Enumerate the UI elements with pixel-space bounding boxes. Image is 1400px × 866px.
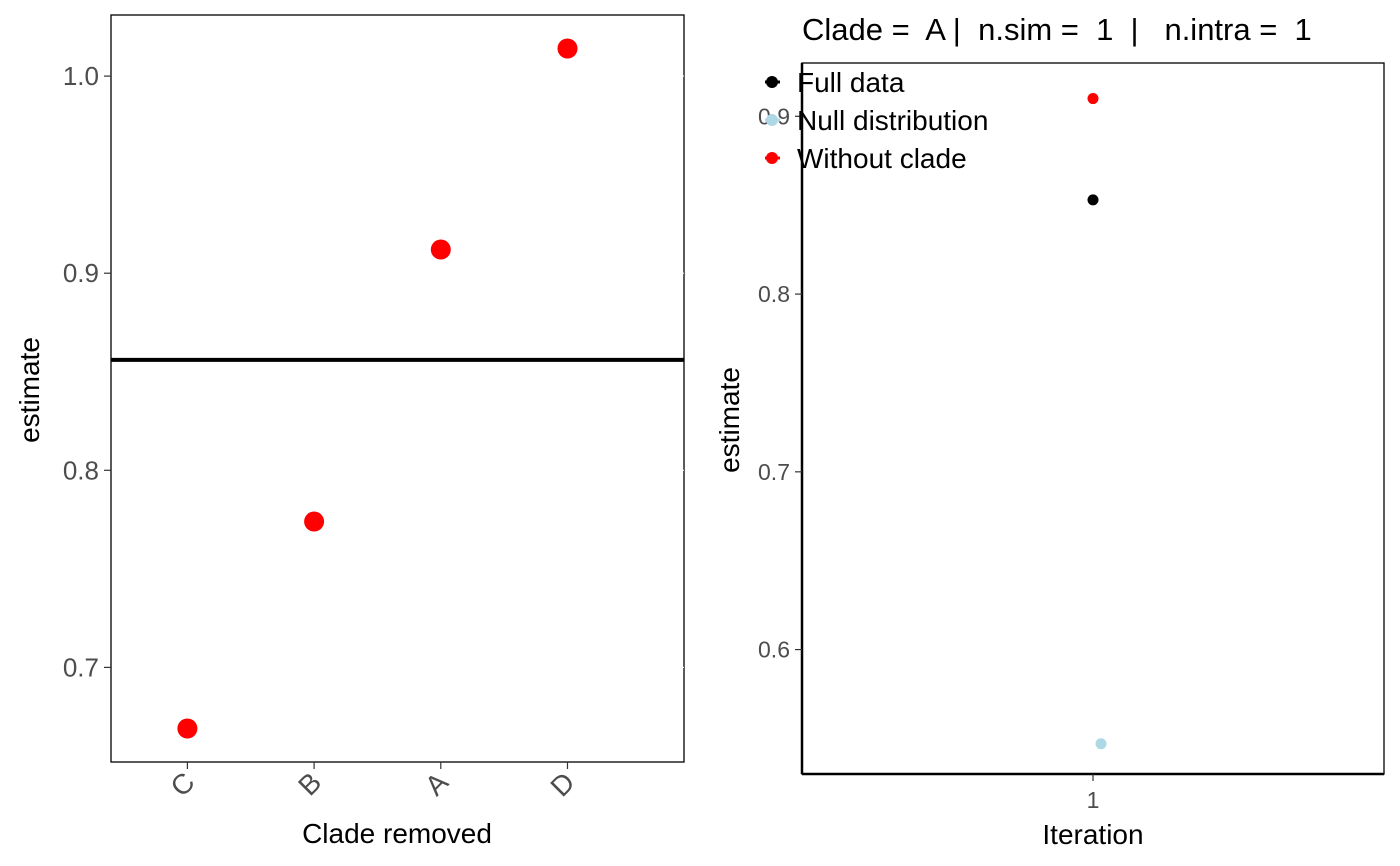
left-y-tick-label: 0.7 xyxy=(63,652,99,682)
left-point xyxy=(557,38,578,59)
right-chart-title: Clade = A | n.sim = 1 | n.intra = 1 xyxy=(802,12,1312,47)
left-x-tick-label: A xyxy=(419,766,454,801)
left-y-tick-label: 0.8 xyxy=(63,455,99,485)
right-y-tick-label: 0.8 xyxy=(758,281,790,307)
left-point xyxy=(304,511,325,532)
left-point xyxy=(430,239,451,260)
left-y-axis: 0.7 0.8 0.9 1.0 xyxy=(63,61,684,682)
right-y-axis-label: estimate xyxy=(714,367,745,473)
left-y-tick-label: 0.9 xyxy=(63,258,99,288)
right-y-tick-label: 0.6 xyxy=(758,637,790,663)
left-plot-frame xyxy=(110,14,685,763)
right-point xyxy=(1095,738,1107,750)
left-panel: 0.7 0.8 0.9 1.0 C B A D Clade removed estimate xyxy=(14,14,685,849)
left-x-axis-label: Clade removed xyxy=(302,818,492,849)
legend: Full data Null distribution Without clade xyxy=(765,67,988,174)
left-x-tick-label: D xyxy=(545,766,581,802)
right-panel: 0.60.70.80.9 1 Clade = A | n.sim = 1 | n… xyxy=(714,12,1385,850)
legend-label: Without clade xyxy=(797,143,967,174)
left-y-tick-label: 1.0 xyxy=(63,61,99,91)
left-point xyxy=(177,718,198,739)
legend-label: Null distribution xyxy=(797,105,988,136)
legend-key-dot xyxy=(766,152,778,164)
right-y-tick-label: 0.7 xyxy=(758,459,790,485)
left-y-axis-label: estimate xyxy=(14,337,45,443)
legend-key-dot xyxy=(766,76,778,88)
right-x-axis: 1 xyxy=(1087,774,1100,813)
right-y-axis: 0.60.70.80.9 xyxy=(758,103,802,663)
right-x-axis-label: Iteration xyxy=(1042,819,1143,850)
left-x-tick-label: C xyxy=(164,766,200,802)
right-point xyxy=(1087,194,1099,206)
right-points xyxy=(1087,93,1107,750)
left-points xyxy=(177,38,578,739)
legend-key-dot xyxy=(766,114,778,126)
right-point xyxy=(1087,93,1099,105)
legend-label: Full data xyxy=(797,67,905,98)
right-plot-frame xyxy=(801,62,1385,775)
right-x-tick-label: 1 xyxy=(1087,787,1100,813)
left-x-tick-label: B xyxy=(292,766,327,801)
